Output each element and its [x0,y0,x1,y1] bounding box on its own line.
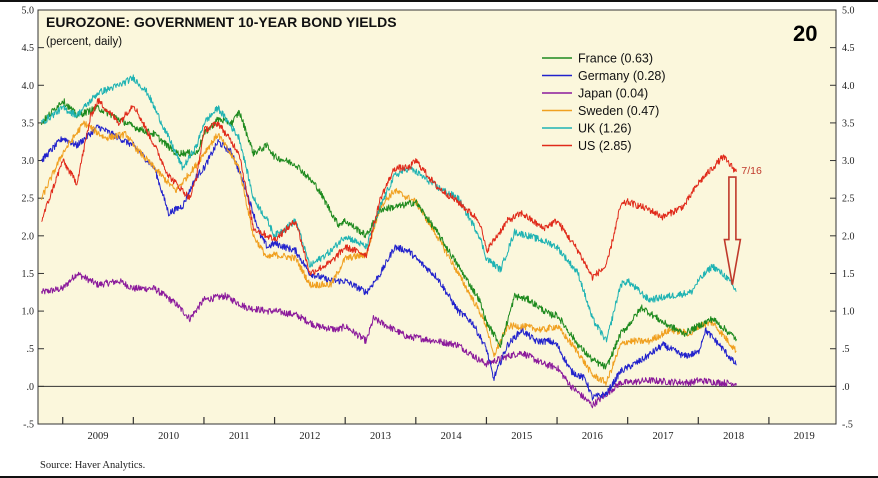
y-tick-label-left: 4.5 [22,43,35,54]
y-tick-label-left: 5.0 [22,6,35,17]
x-tick-label: 2014 [441,431,463,442]
series-line-france [41,98,737,370]
legend-label: US (2.85) [578,139,632,153]
y-tick-label-right: .0 [842,382,850,393]
y-tick-label-right: 2.5 [842,194,855,205]
y-tick-label-right: 1.5 [842,269,855,280]
annotation-date-label: 7/16 [741,165,762,177]
series-line-sweden [41,120,737,386]
x-tick-label: 2009 [88,431,109,442]
series-line-uk [41,74,737,343]
series-line-germany [41,124,737,401]
x-tick-label: 2010 [158,431,179,442]
y-tick-label-right: .5 [842,344,850,355]
source-note: Source: Haver Analytics. [40,460,145,471]
x-tick-label: 2017 [652,431,673,442]
x-tick-label: 2015 [511,431,532,442]
chart-subtitle: (percent, daily) [46,36,122,48]
x-tick-label: 2013 [370,431,391,442]
bottom-border [0,476,878,478]
y-tick-label-left: 2.0 [22,231,35,242]
x-tick-label: 2018 [723,431,744,442]
y-tick-label-right: 1.0 [842,307,855,318]
series-line-japan [41,271,737,409]
annotation-arrow [723,176,742,285]
legend-label: UK (1.26) [578,122,632,136]
y-tick-label-left: 1.0 [22,307,35,318]
annotation-group: 7/16 [723,165,762,285]
y-tick-label-right: -.5 [842,420,853,431]
y-tick-label-left: 2.5 [22,194,35,205]
y-tick-label-right: 3.0 [842,156,855,167]
top-border [0,0,878,2]
y-tick-label-right: 4.0 [842,81,855,92]
legend-label: France (0.63) [578,52,653,66]
axis-ticks: 5.0 5.0 4.5 4.5 4.0 4.0 3.5 3.5 3.0 3.0 2.5 2.5 2.0 2… [22,6,855,443]
page-number-badge: 20 [793,21,817,46]
y-tick-label-left: -.5 [23,420,34,431]
x-tick-label: 2012 [299,431,320,442]
legend-label: Sweden (0.47) [578,104,659,118]
y-tick-label-left: .0 [27,382,35,393]
series-line-us [41,97,737,281]
y-tick-label-right: 4.5 [842,43,855,54]
x-tick-label: 2019 [794,431,815,442]
legend: France (0.63) Germany (0.28) Japan (0.04) S… [542,52,666,153]
y-tick-label-left: .5 [27,344,35,355]
y-tick-label-left: 3.5 [22,118,35,129]
plot-area [37,9,837,425]
y-tick-label-left: 3.0 [22,156,35,167]
legend-label: Germany (0.28) [578,69,666,83]
x-tick-label: 2011 [229,431,250,442]
legend-label: Japan (0.04) [578,87,648,101]
y-tick-label-right: 3.5 [842,118,855,129]
y-tick-label-left: 1.5 [22,269,35,280]
chart-title: EUROZONE: GOVERNMENT 10-YEAR BOND YIELDS [46,14,397,30]
series-layer [41,74,737,409]
y-tick-label-right: 5.0 [842,6,855,17]
x-tick-label: 2016 [582,431,603,442]
y-tick-label-right: 2.0 [842,231,855,242]
y-tick-label-left: 4.0 [22,81,35,92]
